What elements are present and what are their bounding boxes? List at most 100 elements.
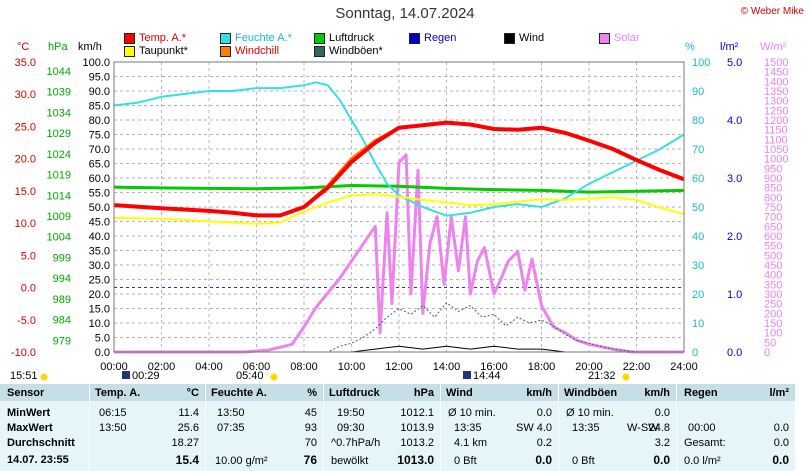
wind-max-value: 4.0 (536, 422, 552, 434)
temp-min-time: 06:15 (99, 407, 127, 419)
pressure-tick-label: 1044 (47, 66, 71, 78)
legend-swatch-icon (314, 32, 325, 44)
x-tick-label: 20:00 (575, 361, 603, 373)
legend-swatch-icon (124, 45, 135, 57)
pressure-tick-label: 989 (53, 294, 71, 306)
rain-max-time: 00:00 (688, 422, 716, 434)
legend-label: Windböen* (329, 45, 383, 57)
pressure-tick-label: 1014 (47, 190, 71, 202)
gust-avg-label: Ø 10 min. (566, 407, 614, 419)
pressure-tick-label: 979 (53, 335, 71, 347)
wind-tick-label: 80.0 (89, 115, 110, 127)
temp-tick-label: 0.0 (21, 283, 36, 295)
temp-max-time: 13:50 (99, 422, 127, 434)
wind-max-direction: SW (516, 422, 534, 434)
wind-tick-label: 50.0 (89, 202, 110, 214)
pressure-avg-value: 1013.2 (400, 437, 434, 449)
temp-tick-label: 25.0 (15, 121, 36, 133)
rain-unit: l/m² (769, 387, 789, 399)
x-tick-label: 12:00 (385, 361, 413, 373)
moonrise-icon (463, 371, 471, 379)
wind-tick-label: 30.0 (89, 260, 110, 272)
row-label-max: MaxWert (7, 422, 53, 434)
rain-tick-label: 3.0 (727, 173, 742, 185)
x-tick-label: 18:00 (528, 361, 556, 373)
plot-border (113, 61, 685, 353)
solar-tick-label: 1400 (764, 76, 788, 88)
legend-item: Feuchte A.* (220, 32, 292, 44)
temp-axis-unit: °C (17, 41, 29, 53)
rain-tick-label: 0.0 (727, 347, 742, 359)
series-line-windböen (114, 302, 684, 353)
sensor-column: Sensor MinWert MaxWert Durchschnitt 14.0… (0, 384, 89, 471)
wind-current-value: 0.0 (535, 453, 552, 467)
wind-tick-label: 60.0 (89, 173, 110, 185)
solar-tick-label: 1150 (764, 125, 788, 137)
gust-max-time: 13:35 (572, 422, 600, 434)
humidity-tick-label: 40 (692, 231, 704, 243)
rain-tick-label: 4.0 (727, 115, 742, 127)
sunset-icon (40, 373, 48, 381)
wind-tick-label: 85.0 (89, 101, 110, 113)
humidity-tick-label: 60 (692, 173, 704, 185)
solar-tick-label: 0 (764, 347, 770, 359)
wind-column: Wind km/h Ø 10 min. 0.0 13:35 SW 4.0 4.1… (441, 384, 558, 471)
series-line-taupunkt (113, 193, 685, 225)
temp-min-value: 11.4 (178, 407, 199, 419)
pressure-tick-label: 1034 (47, 107, 71, 119)
event-time-label: 15:51 (10, 370, 38, 382)
event-time-label: 05:40 (236, 370, 264, 382)
gust-beaufort: 0 Bft (572, 455, 595, 467)
stats-table: Sensor MinWert MaxWert Durchschnitt 14.0… (0, 384, 810, 471)
credit-link[interactable]: © Weber Mike (740, 6, 804, 17)
pressure-tick-label: 994 (53, 273, 71, 285)
wind-header-bg (441, 384, 558, 401)
humidity-axis-unit: % (685, 41, 695, 53)
row-label-avg: Durchschnitt (7, 437, 75, 449)
wind-tick-label: 35.0 (89, 246, 110, 258)
temp-header: Temp. A. (95, 387, 141, 399)
wind-header: Wind (446, 387, 473, 399)
wind-tick-label: 95.0 (89, 72, 110, 84)
rain-max-value: 0.0 (773, 422, 789, 434)
pressure-tick-label: 999 (53, 252, 71, 264)
wind-tick-label: 10.0 (89, 318, 110, 330)
pressure-tick-label: 984 (53, 315, 71, 327)
x-tick-label: 06:00 (243, 361, 271, 373)
solar-tick-label: 1200 (764, 115, 788, 127)
temp-tick-label: 15.0 (15, 186, 36, 198)
pressure-tick-label: 1024 (47, 149, 71, 161)
pressure-tick-label: 1039 (47, 87, 71, 99)
gust-header: Windböen (564, 387, 618, 399)
solar-tick-label: 400 (764, 270, 782, 282)
solar-tick-label: 1500 (764, 57, 788, 69)
pressure-tick-label: 1009 (47, 211, 71, 223)
gust-header-bg (559, 384, 676, 401)
solar-tick-label: 750 (764, 202, 782, 214)
sunset-icon (622, 373, 630, 381)
humidity-min-value: 45 (304, 407, 317, 419)
footer-timestamp: 14.07. 23:55 (7, 454, 69, 466)
x-tick-label: 22:00 (623, 361, 651, 373)
pressure-forecast: bewölkt (331, 455, 369, 467)
solar-tick-label: 1350 (764, 86, 788, 98)
humidity-column: Feuchte A. % 13:50 45 07:35 93 70 10.00 … (206, 384, 323, 471)
legend-label: Temp. A.* (139, 32, 187, 44)
legend-label: Feuchte A.* (235, 32, 292, 44)
sensor-header-bg (0, 384, 89, 401)
rain-rate: 0.0 l/m² (684, 455, 721, 467)
pressure-max-value: 1013.9 (400, 422, 434, 434)
solar-tick-label: 700 (764, 212, 782, 224)
temp-tick-label: 10.0 (15, 218, 36, 230)
pressure-unit: hPa (413, 387, 434, 399)
legend-swatch-icon (314, 45, 325, 57)
series-line-solar (114, 153, 684, 354)
legend-swatch-icon (124, 32, 135, 44)
temp-max-value: 25.6 (177, 422, 199, 434)
wind-beaufort: 0 Bft (454, 455, 477, 467)
weather-chart: °C hPa km/h 35.0 30.0 25.0 20.0 15.0 10.0 5.0 0.0 -… (10, 41, 788, 382)
pressure-axis-unit: hPa (48, 41, 68, 53)
moonset-icon (122, 371, 130, 379)
legend-item: Windchill (220, 45, 279, 57)
wind-tick-label: 15.0 (89, 304, 110, 316)
